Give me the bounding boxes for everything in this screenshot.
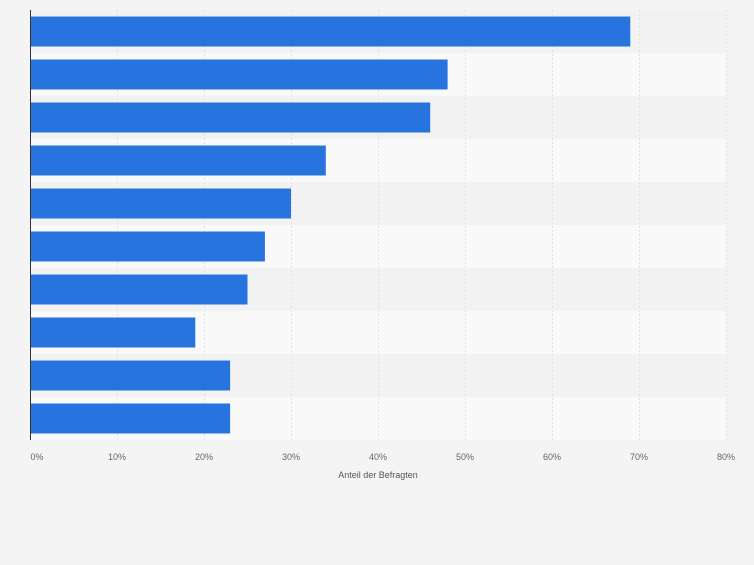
tick-label-70: 70% (630, 452, 648, 462)
x-axis-ticks: 0% 10% 20% 30% 40% 50% 60% 70% 80% (30, 452, 735, 462)
bar-5[interactable] (30, 188, 291, 219)
bars (30, 16, 631, 434)
tick-label-60: 60% (543, 452, 561, 462)
bar-9[interactable] (30, 360, 231, 391)
bar-1[interactable] (30, 16, 631, 47)
bar-2[interactable] (30, 59, 448, 90)
bar-10[interactable] (30, 403, 231, 434)
tick-label-30: 30% (282, 452, 300, 462)
bar-3[interactable] (30, 102, 431, 133)
tick-label-0: 0% (30, 452, 43, 462)
bar-7[interactable] (30, 274, 248, 305)
tick-label-50: 50% (456, 452, 474, 462)
tick-label-10: 10% (108, 452, 126, 462)
tick-label-80: 80% (717, 452, 735, 462)
bar-6[interactable] (30, 231, 265, 262)
tick-label-20: 20% (195, 452, 213, 462)
bar-8[interactable] (30, 317, 196, 348)
bar-4[interactable] (30, 145, 326, 176)
x-axis-title: Anteil der Befragten (338, 470, 418, 480)
tick-label-40: 40% (369, 452, 387, 462)
